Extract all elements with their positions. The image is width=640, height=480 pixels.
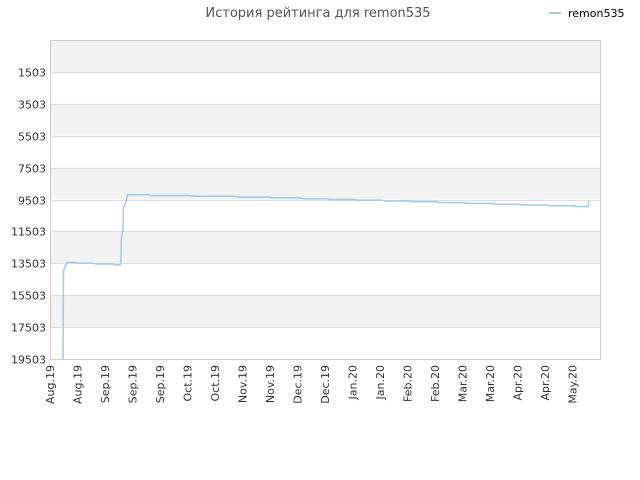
- x-tick-label: Sep.19: [99, 365, 112, 403]
- plot-bands: [50, 40, 600, 328]
- series-layer: [62, 193, 590, 360]
- plot-band: [50, 40, 600, 72]
- series-line-remon535: [62, 193, 590, 360]
- x-tick-label: Jan.20: [347, 365, 360, 400]
- x-tick-label: Sep.19: [127, 365, 140, 403]
- chart-title: История рейтинга для remon535: [205, 6, 430, 21]
- x-tick-label: Nov.19: [264, 365, 277, 403]
- y-tick-label: 15503: [11, 290, 46, 303]
- legend-label-remon535: remon535: [568, 7, 624, 20]
- plot-band: [50, 103, 600, 136]
- x-tick-label: Dec.19: [319, 365, 332, 404]
- y-tick-label: 11503: [11, 226, 46, 239]
- y-tick-label: 3503: [18, 99, 46, 112]
- plot-band: [50, 295, 600, 328]
- x-axis-ticks: Aug.19 Aug.19 Sep.19 Sep.19 Sep.19 Oct.19 Oct.…: [44, 365, 580, 404]
- y-tick-label: 9503: [18, 195, 46, 208]
- plot-border: [50, 40, 601, 360]
- y-axis-ticks: 1503 3503 5503 7503 9503 11503 13503 15503 17503…: [11, 67, 46, 367]
- x-tick-label: Mar.20: [484, 365, 497, 402]
- x-tick-label: Aug.19: [72, 365, 85, 404]
- x-tick-label: Mar.20: [457, 365, 470, 402]
- x-tick-label: Dec.19: [292, 365, 305, 404]
- y-tick-label: 5503: [18, 131, 46, 144]
- x-tick-label: Apr.20: [512, 365, 525, 401]
- x-tick-label: Apr.20: [539, 365, 552, 401]
- x-tick-label: Jan.20: [374, 365, 387, 400]
- x-tick-label: Oct.19: [182, 365, 195, 402]
- y-tick-label: 17503: [11, 322, 46, 335]
- y-tick-label: 13503: [11, 258, 46, 271]
- y-tick-label: 1503: [18, 67, 46, 80]
- x-tick-label: Oct.19: [209, 365, 222, 402]
- y-tick-label: 19503: [11, 354, 46, 367]
- x-tick-label: May.20: [567, 365, 580, 404]
- x-tick-label: Feb.20: [402, 365, 415, 402]
- x-tick-label: Sep.19: [154, 365, 167, 403]
- plot-band: [50, 231, 600, 264]
- x-tick-label: Nov.19: [237, 365, 250, 403]
- x-tick-label: Feb.20: [429, 365, 442, 402]
- x-tick-label: Aug.19: [44, 365, 57, 404]
- legend: remon535: [549, 7, 624, 20]
- y-tick-label: 7503: [18, 163, 46, 176]
